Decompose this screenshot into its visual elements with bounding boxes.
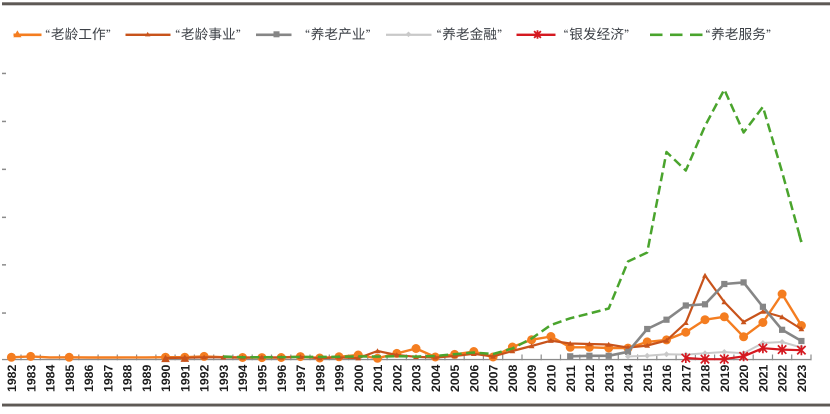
svg-text:2019: 2019 bbox=[718, 364, 732, 392]
svg-text:1997: 1997 bbox=[294, 364, 308, 392]
svg-text:1989: 1989 bbox=[140, 364, 154, 392]
svg-text:1984: 1984 bbox=[44, 364, 58, 392]
svg-text:2013: 2013 bbox=[602, 364, 616, 392]
svg-text:1999: 1999 bbox=[333, 364, 347, 392]
svg-text:1983: 1983 bbox=[24, 364, 38, 392]
svg-text:1986: 1986 bbox=[82, 364, 96, 392]
svg-text:1988: 1988 bbox=[121, 364, 135, 392]
svg-text:2021: 2021 bbox=[757, 364, 771, 392]
svg-text:1994: 1994 bbox=[236, 364, 250, 392]
svg-text:2006: 2006 bbox=[467, 364, 481, 392]
svg-text:1987: 1987 bbox=[101, 364, 115, 392]
svg-text:2018: 2018 bbox=[699, 364, 713, 392]
svg-text:2016: 2016 bbox=[660, 364, 674, 392]
svg-text:1985: 1985 bbox=[63, 364, 77, 392]
svg-text:2000: 2000 bbox=[352, 364, 366, 392]
svg-text:2005: 2005 bbox=[448, 364, 462, 392]
svg-text:2017: 2017 bbox=[679, 364, 693, 392]
svg-text:1982: 1982 bbox=[5, 364, 19, 392]
svg-text:2004: 2004 bbox=[429, 364, 443, 392]
svg-text:1990: 1990 bbox=[159, 364, 173, 392]
svg-text:2008: 2008 bbox=[506, 364, 520, 392]
svg-text:2014: 2014 bbox=[622, 364, 636, 392]
svg-text:2011: 2011 bbox=[564, 365, 578, 392]
svg-text:2022: 2022 bbox=[776, 364, 790, 392]
svg-text:2009: 2009 bbox=[525, 364, 539, 392]
svg-text:1995: 1995 bbox=[256, 364, 270, 392]
svg-text:2015: 2015 bbox=[641, 364, 655, 392]
svg-text:1998: 1998 bbox=[313, 364, 327, 392]
svg-text:2023: 2023 bbox=[795, 364, 809, 392]
svg-text:2001: 2001 bbox=[371, 364, 385, 392]
svg-text:2003: 2003 bbox=[410, 364, 424, 392]
svg-text:1996: 1996 bbox=[275, 364, 289, 392]
svg-text:2020: 2020 bbox=[737, 364, 751, 392]
svg-text:2007: 2007 bbox=[487, 364, 501, 392]
svg-text:2002: 2002 bbox=[390, 364, 404, 392]
svg-text:1992: 1992 bbox=[198, 364, 212, 392]
svg-text:2010: 2010 bbox=[545, 364, 559, 392]
svg-text:1993: 1993 bbox=[217, 364, 231, 392]
svg-text:2012: 2012 bbox=[583, 364, 597, 392]
svg-text:1991: 1991 bbox=[178, 364, 192, 392]
